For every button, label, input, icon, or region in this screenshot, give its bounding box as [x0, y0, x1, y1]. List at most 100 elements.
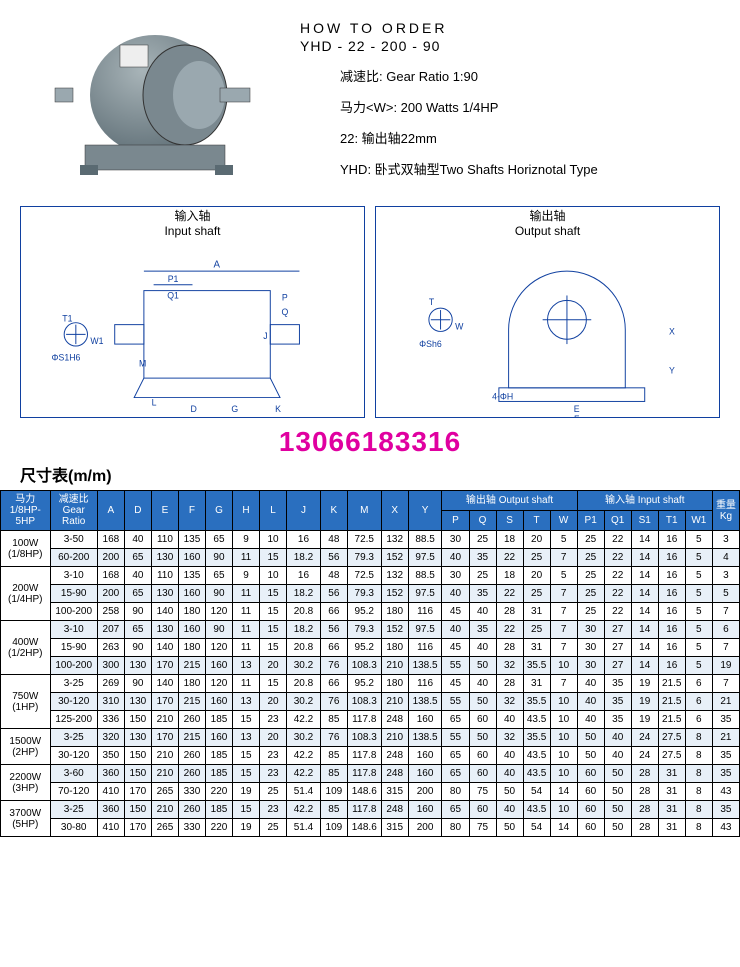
cell-value: 27: [604, 657, 631, 675]
cell-ratio: 3-25: [50, 801, 97, 819]
cell-hp: 200W(1/4HP): [1, 567, 51, 621]
cell-value: 5: [685, 585, 712, 603]
th-hp: 马力1/8HP-5HP: [1, 491, 51, 531]
cell-value: 23: [260, 711, 287, 729]
cell-value: 135: [178, 531, 205, 549]
cell-value: 9: [233, 531, 260, 549]
th-K: K: [320, 491, 347, 531]
cell-value: 16: [658, 603, 685, 621]
cell-value: 6: [712, 621, 739, 639]
cell-value: 90: [205, 585, 232, 603]
phone-number: 13066183316: [0, 426, 740, 458]
th-X: X: [381, 491, 408, 531]
cell-value: 10: [550, 657, 577, 675]
cell-value: 138.5: [408, 693, 442, 711]
cell-value: 160: [178, 549, 205, 567]
cell-value: 14: [550, 783, 577, 801]
th-W1: W1: [685, 511, 712, 531]
cell-value: 11: [233, 603, 260, 621]
dimension-table: 马力1/8HP-5HP 减速比Gear Ratio A D E F G H L …: [0, 490, 740, 837]
cell-value: 180: [381, 639, 408, 657]
cell-value: 258: [97, 603, 124, 621]
cell-value: 40: [442, 621, 469, 639]
cell-value: 95.2: [347, 639, 381, 657]
cell-value: 31: [658, 801, 685, 819]
cell-value: 40: [604, 747, 631, 765]
cell-value: 108.3: [347, 693, 381, 711]
order-line-3: YHD: 卧式双轴型Two Shafts Horiznotal Type: [340, 159, 720, 178]
cell-value: 60: [577, 819, 604, 837]
cell-value: 50: [496, 819, 523, 837]
cell-value: 22: [604, 585, 631, 603]
cell-value: 130: [151, 621, 178, 639]
cell-value: 168: [97, 567, 124, 585]
cell-value: 117.8: [347, 711, 381, 729]
cell-value: 310: [97, 693, 124, 711]
cell-value: 220: [205, 783, 232, 801]
cell-hp: 750W(1HP): [1, 675, 51, 729]
cell-value: 22: [604, 567, 631, 585]
cell-value: 5: [685, 549, 712, 567]
cell-value: 265: [151, 783, 178, 801]
table-row: 15-9026390140180120111520.86695.21801164…: [1, 639, 740, 657]
cell-value: 21: [712, 729, 739, 747]
cell-value: 31: [523, 639, 550, 657]
th-group-in: 输入轴 Input shaft: [577, 491, 712, 511]
cell-value: 210: [151, 711, 178, 729]
cell-value: 248: [381, 747, 408, 765]
svg-text:E: E: [574, 404, 580, 414]
cell-value: 210: [381, 693, 408, 711]
cell-value: 150: [124, 711, 151, 729]
cell-ratio: 3-25: [50, 729, 97, 747]
cell-value: 170: [151, 657, 178, 675]
cell-value: 20: [260, 693, 287, 711]
th-group-out: 输出轴 Output shaft: [442, 491, 577, 511]
cell-value: 15: [233, 711, 260, 729]
cell-value: 260: [178, 747, 205, 765]
cell-value: 22: [604, 531, 631, 549]
cell-value: 170: [124, 819, 151, 837]
diagrams-row: 输入轴 Input shaft A P1 Q1 P Q T1: [0, 200, 740, 424]
table-header: 马力1/8HP-5HP 减速比Gear Ratio A D E F G H L …: [1, 491, 740, 531]
cell-value: 109: [320, 783, 347, 801]
cell-value: 160: [178, 621, 205, 639]
svg-text:4-ΦH: 4-ΦH: [492, 392, 513, 402]
cell-value: 15: [233, 765, 260, 783]
cell-value: 150: [124, 801, 151, 819]
cell-value: 152: [381, 585, 408, 603]
cell-value: 14: [631, 639, 658, 657]
cell-value: 152: [381, 549, 408, 567]
cell-ratio: 70-120: [50, 783, 97, 801]
cell-value: 20: [523, 531, 550, 549]
svg-text:Q1: Q1: [167, 290, 179, 300]
cell-value: 11: [233, 621, 260, 639]
th-F: F: [178, 491, 205, 531]
cell-value: 32: [496, 693, 523, 711]
cell-value: 7: [712, 603, 739, 621]
cell-value: 410: [97, 819, 124, 837]
cell-value: 95.2: [347, 675, 381, 693]
cell-value: 160: [205, 657, 232, 675]
cell-value: 50: [496, 783, 523, 801]
cell-value: 170: [151, 729, 178, 747]
cell-value: 48: [320, 567, 347, 585]
cell-value: 80: [442, 819, 469, 837]
cell-value: 150: [124, 747, 151, 765]
cell-value: 18: [496, 567, 523, 585]
cell-value: 35: [604, 711, 631, 729]
cell-value: 30: [442, 567, 469, 585]
cell-value: 27.5: [658, 729, 685, 747]
cell-value: 130: [124, 729, 151, 747]
cell-value: 27: [604, 639, 631, 657]
cell-value: 25: [577, 567, 604, 585]
cell-value: 7: [550, 675, 577, 693]
output-shaft-diagram: 输出轴 Output shaft T W ΦSh6 X Y 4-ΦH E F: [375, 206, 720, 418]
cell-value: 97.5: [408, 549, 442, 567]
cell-value: 10: [550, 765, 577, 783]
cell-value: 130: [151, 585, 178, 603]
cell-value: 90: [205, 621, 232, 639]
th-Q1: Q1: [604, 511, 631, 531]
cell-value: 180: [178, 603, 205, 621]
cell-value: 11: [233, 549, 260, 567]
cell-value: 336: [97, 711, 124, 729]
